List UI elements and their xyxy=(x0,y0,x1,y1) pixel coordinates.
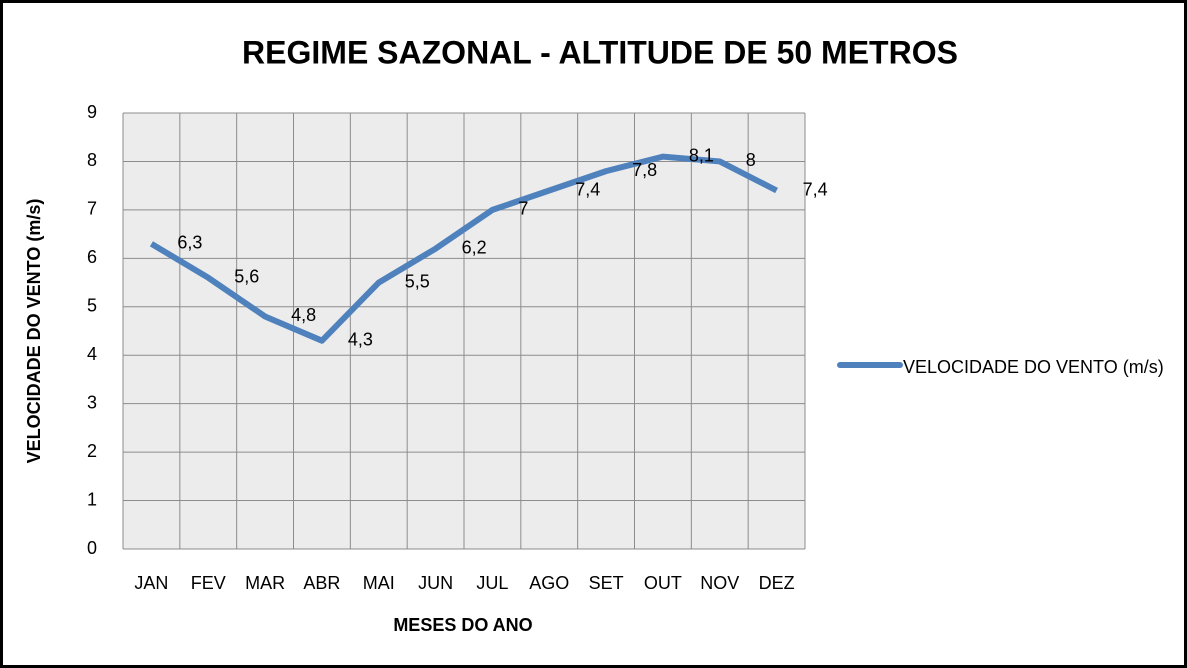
y-tick-label: 8 xyxy=(87,150,97,170)
y-tick-label: 3 xyxy=(87,392,97,412)
legend-label: VELOCIDADE DO VENTO (m/s) xyxy=(903,357,1164,377)
x-tick-label: JUL xyxy=(476,573,508,593)
x-tick-label: MAR xyxy=(245,573,285,593)
x-axis-label: MESES DO ANO xyxy=(393,615,532,635)
y-tick-label: 2 xyxy=(87,441,97,461)
x-tick-label: FEV xyxy=(191,573,226,593)
y-tick-label: 9 xyxy=(87,102,97,122)
data-label: 7 xyxy=(518,199,528,219)
series-line xyxy=(149,153,778,344)
chart-title: REGIME SAZONAL - ALTITUDE DE 50 METROS xyxy=(242,34,958,70)
x-tick-label: OUT xyxy=(644,573,682,593)
x-tick-label: DEZ xyxy=(759,573,795,593)
category-grid xyxy=(122,113,806,549)
data-label: 5,6 xyxy=(234,266,259,286)
data-label: 4,8 xyxy=(291,305,316,325)
data-label: 4,3 xyxy=(348,329,373,349)
y-tick-label: 1 xyxy=(87,489,97,509)
y-tick-label: 0 xyxy=(87,538,97,558)
y-tick-label: 4 xyxy=(87,344,97,364)
data-label: 7,4 xyxy=(575,179,600,199)
data-label: 6,3 xyxy=(177,233,202,253)
x-tick-label: NOV xyxy=(700,573,739,593)
data-label: 6,2 xyxy=(462,237,487,257)
y-tick-label: 6 xyxy=(87,247,97,267)
y-tick-label: 5 xyxy=(87,296,97,316)
y-axis-label: VELOCIDADE DO VENTO (m/s) xyxy=(24,199,44,464)
data-label: 7,4 xyxy=(803,179,828,199)
x-tick-label: JAN xyxy=(134,573,168,593)
y-tick-label: 7 xyxy=(87,199,97,219)
x-tick-label: SET xyxy=(589,573,624,593)
x-tick-label: ABR xyxy=(303,573,340,593)
x-tick-label: JUN xyxy=(418,573,453,593)
x-tick-label: MAI xyxy=(363,573,395,593)
data-label: 7,8 xyxy=(632,160,657,180)
data-label: 5,5 xyxy=(405,271,430,291)
data-label: 8 xyxy=(746,150,756,170)
x-tick-label: AGO xyxy=(529,573,569,593)
data-label: 8,1 xyxy=(689,145,714,165)
